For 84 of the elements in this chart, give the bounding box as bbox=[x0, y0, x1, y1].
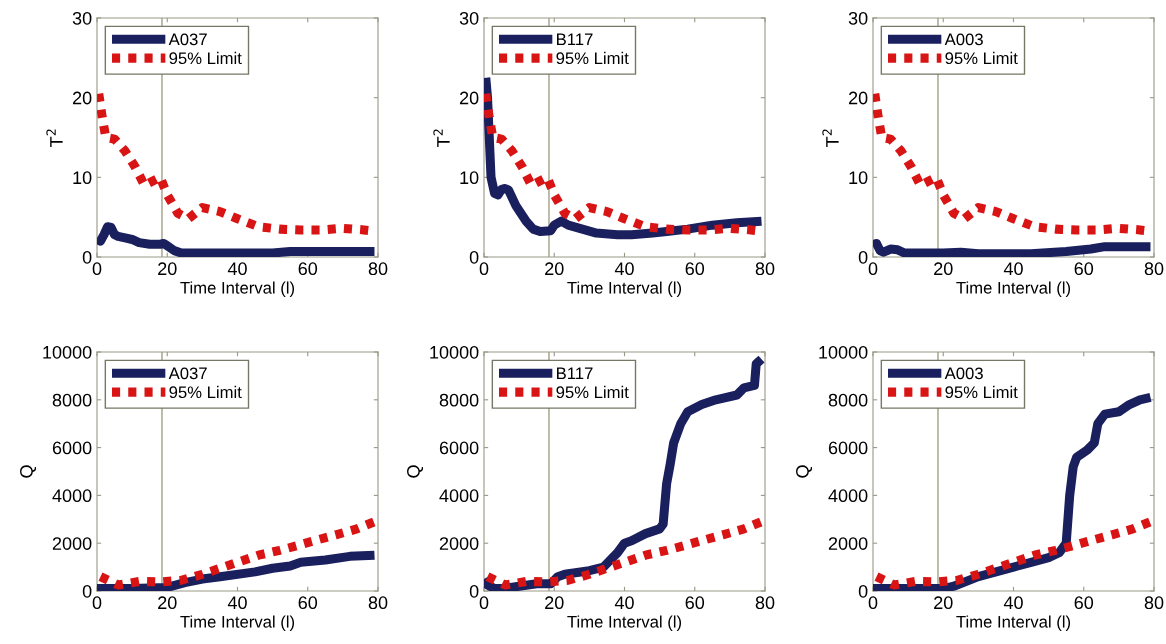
x-tick-label: 20 bbox=[158, 262, 177, 276]
y-tick-label: 8000 bbox=[439, 393, 479, 407]
y-tick-label: 10000 bbox=[430, 345, 479, 359]
x-tick-label: 0 bbox=[92, 596, 102, 610]
x-tick-label: 60 bbox=[685, 596, 705, 610]
y-tick-label: 2000 bbox=[439, 537, 479, 550]
x-tick-label: 40 bbox=[227, 596, 247, 610]
x-tick-label: 40 bbox=[1003, 262, 1023, 276]
y-tick-label: 0 bbox=[858, 584, 868, 598]
x-tick-label: 60 bbox=[685, 262, 705, 276]
legend-label: A037 bbox=[168, 33, 207, 46]
y-axis-title: T$^{2}$ bbox=[46, 129, 63, 148]
y-tick-label: 6000 bbox=[52, 441, 92, 455]
x-tick-label: 0 bbox=[92, 262, 102, 276]
y-tick-label: 10 bbox=[73, 171, 92, 185]
x-tick-label: 80 bbox=[368, 262, 388, 276]
x-tick-label: 60 bbox=[298, 596, 318, 610]
legend-label: 95% Limit bbox=[945, 51, 1018, 65]
legend-label: 95% Limit bbox=[169, 385, 242, 399]
y-tick-label: 6000 bbox=[828, 441, 868, 455]
y-tick-label: 20 bbox=[459, 91, 479, 105]
x-axis-title: Time Interval (l) bbox=[567, 281, 682, 297]
y-tick-label: 2000 bbox=[828, 537, 868, 550]
x-tick-label: 40 bbox=[227, 262, 247, 276]
y-axis-title: Q bbox=[20, 465, 37, 478]
x-tick-label: 60 bbox=[1074, 596, 1094, 610]
x-tick-label: 0 bbox=[868, 596, 878, 610]
x-tick-label: 0 bbox=[868, 262, 878, 276]
x-axis-title: Time Interval (l) bbox=[567, 615, 682, 631]
x-tick-label: 20 bbox=[934, 596, 953, 610]
x-tick-label: 40 bbox=[614, 262, 634, 276]
y-tick-label: 4000 bbox=[828, 489, 868, 503]
x-tick-label: 80 bbox=[1144, 262, 1164, 276]
y-tick-label: 8000 bbox=[52, 393, 92, 407]
x-tick-label: 0 bbox=[479, 262, 489, 276]
x-tick-label: 80 bbox=[368, 596, 388, 610]
x-tick-label: 60 bbox=[1074, 262, 1094, 276]
x-tick-label: 0 bbox=[479, 596, 489, 610]
x-tick-label: 40 bbox=[614, 596, 634, 610]
y-tick-label: 10000 bbox=[819, 345, 868, 359]
x-tick-label: 80 bbox=[755, 596, 775, 610]
x-tick-label: 80 bbox=[1144, 596, 1164, 610]
y-tick-label: 10000 bbox=[43, 345, 92, 359]
y-tick-label: 2000 bbox=[52, 537, 92, 550]
y-tick-label: 0 bbox=[858, 250, 868, 264]
x-tick-label: 20 bbox=[934, 262, 953, 276]
x-axis-title: Time Interval (l) bbox=[180, 615, 295, 631]
x-tick-label: 20 bbox=[545, 262, 564, 276]
legend-label: 95% Limit bbox=[169, 51, 242, 65]
y-axis-title: Q bbox=[407, 465, 424, 478]
legend-label: 95% Limit bbox=[945, 385, 1018, 399]
y-tick-label: 4000 bbox=[439, 489, 479, 503]
x-tick-label: 20 bbox=[158, 596, 177, 610]
x-axis-title: Time Interval (l) bbox=[956, 281, 1071, 297]
legend-label: A003 bbox=[944, 367, 983, 380]
legend-label: B117 bbox=[557, 367, 593, 380]
x-axis-title: Time Interval (l) bbox=[180, 281, 295, 297]
y-tick-label: 8000 bbox=[828, 393, 868, 407]
y-tick-label: 30 bbox=[459, 11, 479, 25]
x-tick-label: 60 bbox=[298, 262, 318, 276]
y-tick-label: 0 bbox=[469, 250, 479, 264]
y-tick-label: 30 bbox=[848, 11, 868, 25]
legend-label: A037 bbox=[168, 367, 207, 380]
x-axis-title: Time Interval (l) bbox=[956, 615, 1071, 631]
y-tick-label: 30 bbox=[72, 11, 92, 25]
legend-label: B117 bbox=[557, 33, 593, 46]
y-tick-label: 0 bbox=[82, 250, 92, 264]
legend-label: 95% Limit bbox=[556, 51, 629, 65]
y-tick-label: 0 bbox=[82, 584, 92, 598]
x-tick-label: 20 bbox=[545, 596, 564, 610]
legend-label: 95% Limit bbox=[556, 385, 629, 399]
y-tick-label: 10 bbox=[460, 171, 479, 185]
y-axis-title: T$^{2}$ bbox=[433, 129, 450, 148]
y-tick-label: 10 bbox=[849, 171, 868, 185]
legend-label: A003 bbox=[944, 33, 983, 46]
x-tick-label: 80 bbox=[755, 262, 775, 276]
y-axis-title: Q bbox=[796, 465, 813, 478]
y-tick-label: 6000 bbox=[439, 441, 479, 455]
y-tick-label: 20 bbox=[72, 91, 92, 105]
y-tick-label: 0 bbox=[469, 584, 479, 598]
y-tick-label: 20 bbox=[848, 91, 868, 105]
x-tick-label: 40 bbox=[1003, 596, 1023, 610]
y-tick-label: 4000 bbox=[52, 489, 92, 503]
y-axis-title: T$^{2}$ bbox=[822, 129, 839, 148]
